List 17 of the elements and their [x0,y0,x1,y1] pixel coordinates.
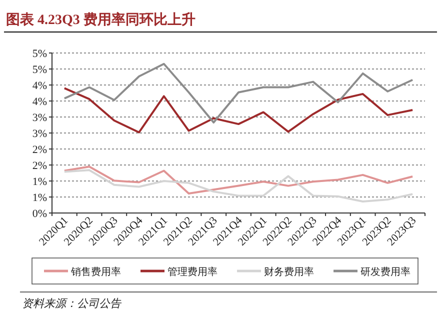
legend-label: 销售费用率 [70,266,121,278]
chart-title: 图表 4.23Q3 费用率同环比上升 [6,11,196,28]
legend-label: 研发费用率 [360,266,410,278]
text: 资料来源：公司公告 [22,297,122,310]
y-tick-label: 1% [32,176,47,188]
y-tick-label: 5% [32,48,47,60]
y-tick-label: 0% [32,208,47,220]
y-tick-label: 2% [32,144,47,156]
legend-label: 财务费用率 [264,266,314,278]
y-tick-label: 4% [32,80,47,92]
y-tick-label: 1% [32,192,47,204]
y-tick-label: 4% [32,96,47,108]
y-tick-label: 3% [32,128,47,140]
y-tick-label: 2% [32,160,47,172]
y-tick-label: 3% [32,112,47,124]
y-tick-label: 5% [32,64,47,76]
legend-label: 管理费用率 [168,266,218,278]
